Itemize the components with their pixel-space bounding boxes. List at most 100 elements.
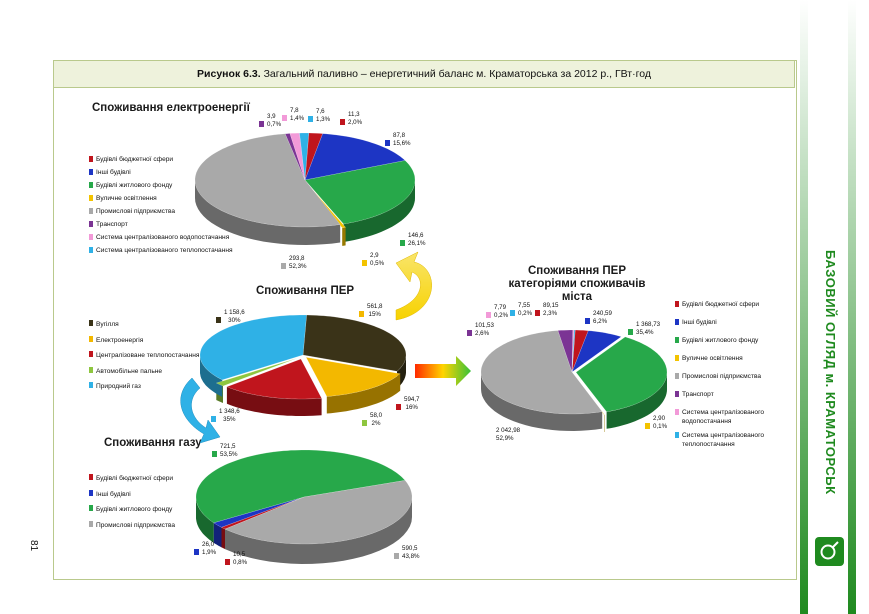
legend-label: Інші будівлі [96, 490, 131, 498]
data-label: 58,0 2% [362, 412, 382, 427]
data-label-value: 7,6 [316, 108, 325, 115]
legend-label: Будівлі бюджетної сфери [682, 301, 760, 308]
legend-label: Автомобільне пальне [96, 367, 163, 375]
data-label-value: 240,59 [593, 310, 612, 317]
pie-slice-side [195, 180, 341, 245]
data-label-marker [385, 139, 390, 146]
legend-swatch [89, 505, 93, 511]
pie-slice-вугілля [302, 314, 407, 372]
data-label: 7,8 1,4% [282, 107, 304, 122]
legend-item: Вугілля [89, 317, 199, 333]
data-label: 7,55 0,2% [510, 302, 532, 317]
data-label-percent: 15,6% [393, 139, 411, 147]
data-label-percent: 0,2% [518, 309, 533, 317]
legend-item: Будівлі бюджетної сфери [89, 153, 233, 166]
legend-item: Промислові підприємства [89, 518, 175, 534]
data-label-marker [510, 309, 515, 316]
data-label-value: 26,0 [202, 541, 215, 548]
legend-item: Будівлі житлового фонду [89, 502, 175, 518]
data-label-percent: 1,9% [202, 548, 217, 556]
pie-slice-side [200, 355, 223, 397]
legend-label: Промислові підприємства [682, 373, 762, 380]
data-label-marker [259, 120, 264, 127]
data-label-value: 721,5 [220, 443, 236, 450]
data-label-marker [225, 558, 230, 565]
legend-item: Будівлі житлового фонду [675, 336, 785, 345]
data-label-marker [486, 311, 491, 318]
pie-slice-інші-будівлі [571, 330, 622, 373]
legend-label: Будівлі житлового фонду [682, 337, 759, 344]
data-label-marker [359, 310, 364, 317]
data-label-percent: 26,1% [408, 239, 426, 247]
pie-slice-side [196, 497, 214, 543]
data-label: 89,15 2,3% [535, 302, 558, 317]
legend-gas: Будівлі бюджетної сфери Інші будівлі Буд… [89, 471, 175, 533]
data-label-marker [212, 450, 217, 457]
data-label: 87,8 15,6% [385, 132, 411, 147]
data-label-value: 89,15 [543, 302, 559, 309]
data-label-percent: 2% [371, 419, 381, 427]
pie-slice-промислові-підприємства [194, 133, 341, 228]
legend-per: Вугілля Електроенергія Централізоване те… [89, 317, 199, 395]
data-label-value: 146,6 [408, 232, 424, 239]
legend-label: Промислові підприємства [96, 521, 176, 529]
data-label-value: 1 158,6 [224, 309, 245, 316]
legend-item: Промислові підприємства [675, 372, 785, 381]
data-label-percent: 15% [368, 310, 381, 318]
pie-city [480, 329, 668, 432]
legend-swatch [675, 319, 679, 325]
legend-city: Будівлі бюджетної сфери Інші будівлі Буд… [675, 300, 785, 449]
legend-item: Природний газ [89, 379, 199, 395]
side-title: БАЗОВИЙ ОГЛЯД м. КРАМАТОРСЬК [823, 250, 838, 495]
pie-slice-промислові-підприємства [480, 330, 603, 415]
pie-slice-будівлі-житлового-фонду [304, 160, 416, 225]
legend-label: Система централізованого теплопостачання [682, 432, 765, 448]
data-label: 11,3 2,0% [340, 111, 362, 126]
data-label-percent: 0,7% [267, 120, 282, 128]
legend-swatch [89, 474, 93, 480]
data-label-value: 10,5 [233, 551, 246, 558]
legend-swatch [89, 335, 93, 342]
gradient-arrow-to-city-icon [415, 356, 471, 386]
legend-label: Система централізованого водопостачання [682, 409, 765, 425]
chart-title-electricity: Споживання електроенергії [92, 102, 250, 114]
legend-label: Централізоване теплопостачання [96, 352, 200, 359]
legend-item: Автомобільне пальне [89, 364, 199, 380]
legend-swatch [89, 182, 93, 188]
page-number: 81 [28, 539, 40, 552]
legend-label: Система централізованого водопостачання [96, 234, 230, 241]
legend-swatch [89, 221, 93, 227]
data-label: 594,7 16% [396, 396, 419, 411]
legend-label: Вуличне освітлення [96, 195, 157, 202]
legend-swatch [89, 208, 93, 214]
legend-swatch [89, 489, 93, 496]
data-label-marker [281, 262, 286, 269]
legend-item: Транспорт [89, 218, 233, 231]
data-label-value: 11,3 [348, 111, 360, 118]
data-label-percent: 53,5% [220, 450, 238, 458]
data-label: 3,9 0,7% [259, 113, 281, 128]
legend-item: Інші будівлі [89, 487, 175, 503]
pie-slice-інші-будівлі [304, 133, 406, 181]
data-label-marker [396, 403, 401, 410]
legend-item: Система централізованого теплопостачання [675, 431, 785, 449]
data-label-value: 1 348,6 [219, 408, 240, 415]
legend-swatch [89, 156, 93, 162]
legend-label: Інші будівлі [682, 319, 717, 326]
legend-label: Будівлі бюджетної сфери [96, 475, 174, 482]
data-label: 7,79 0,2% [486, 304, 508, 319]
data-label-percent: 30% [228, 316, 241, 324]
data-label-value: 293,8 [289, 255, 305, 262]
figure-caption: Рисунок 6.3. Загальний паливно – енергет… [53, 60, 795, 88]
chart-title-per: Споживання ПЕР [256, 285, 355, 297]
side-stripes [800, 0, 869, 614]
legend-item: Система централізованого теплопостачання [89, 244, 233, 257]
legend-item: Система централізованого водопостачання [89, 231, 233, 244]
data-label-value: 2 042,98 [496, 427, 521, 434]
legend-swatch [89, 320, 93, 326]
pie-slice-side [481, 372, 603, 431]
pie-per [199, 314, 407, 416]
data-label-marker [216, 316, 221, 323]
data-label-percent: 0,5% [370, 259, 385, 267]
data-label-marker [585, 317, 590, 324]
